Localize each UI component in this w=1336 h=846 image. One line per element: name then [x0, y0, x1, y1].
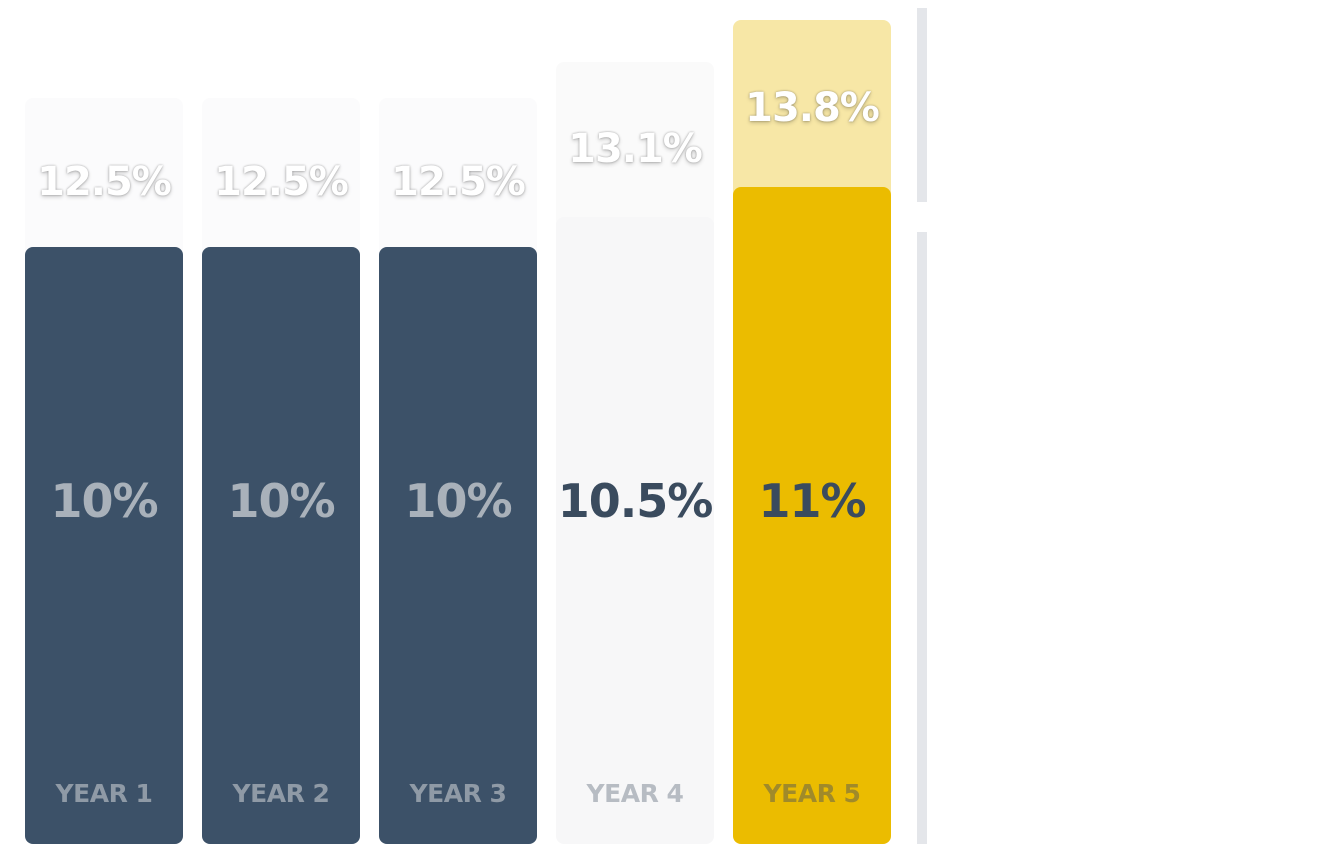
top-label-year-3: 12.5% [391, 158, 526, 205]
top-label-year-5: 13.8% [745, 84, 880, 131]
base-label-year-5: 11% [758, 474, 866, 528]
base-label-year-2: 10% [227, 474, 335, 528]
top-segment-year-2: 12.5% [202, 98, 360, 259]
year-label-3: YEAR 3 [409, 779, 507, 808]
bar-group-year-4: 13.1% 10.5% YEAR 4 [556, 62, 714, 844]
top-label-year-1: 12.5% [37, 158, 172, 205]
base-label-year-4: 10.5% [557, 474, 714, 528]
base-segment-year-4: 10.5% YEAR 4 [556, 217, 714, 844]
base-segment-year-3: 10% YEAR 3 [379, 247, 537, 844]
base-segment-year-2: 10% YEAR 2 [202, 247, 360, 844]
year-label-4: YEAR 4 [586, 779, 684, 808]
bar-group-year-5: 13.8% 11% YEAR 5 [733, 20, 891, 844]
base-label-year-1: 10% [50, 474, 158, 528]
top-segment-year-4: 13.1% [556, 62, 714, 229]
bar-group-year-1: 12.5% 10% YEAR 1 [25, 98, 183, 844]
year-label-1: YEAR 1 [55, 779, 153, 808]
top-label-year-4: 13.1% [568, 125, 703, 172]
top-segment-year-3: 12.5% [379, 98, 537, 259]
divider-lower [917, 232, 927, 844]
year-label-5: YEAR 5 [763, 779, 861, 808]
bar-group-year-3: 12.5% 10% YEAR 3 [379, 98, 537, 844]
top-segment-year-5: 13.8% [733, 20, 891, 199]
base-label-year-3: 10% [404, 474, 512, 528]
bar-group-year-2: 12.5% 10% YEAR 2 [202, 98, 360, 844]
year-label-2: YEAR 2 [232, 779, 330, 808]
top-label-year-2: 12.5% [214, 158, 349, 205]
base-segment-year-5: 11% YEAR 5 [733, 187, 891, 844]
divider-upper [917, 8, 927, 202]
top-segment-year-1: 12.5% [25, 98, 183, 259]
base-segment-year-1: 10% YEAR 1 [25, 247, 183, 844]
